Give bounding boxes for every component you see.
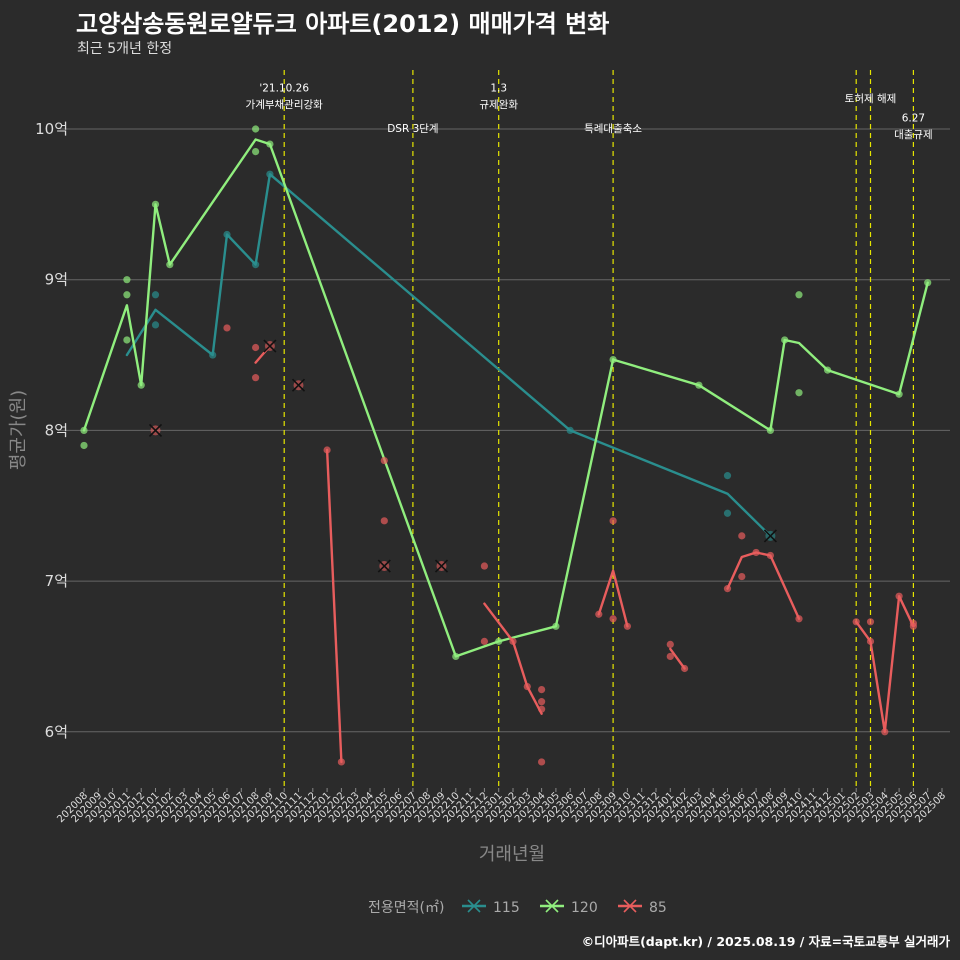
series-85-point xyxy=(252,374,260,382)
event-label: 특례대출축소 xyxy=(584,123,642,135)
series-85-point xyxy=(666,652,674,661)
legend-label: 115 xyxy=(493,900,520,916)
cross-stroke xyxy=(263,339,277,353)
legend-item-120: 120 xyxy=(540,899,598,916)
series-85-line-segment xyxy=(855,595,915,733)
event-label: 가계부채관리강화 xyxy=(246,99,324,111)
y-tick-label: 8억 xyxy=(45,421,68,439)
legend-item-115: 115 xyxy=(462,899,520,916)
series-85-point xyxy=(480,562,488,570)
legend-item-85: 85 xyxy=(618,899,667,916)
series-85-cross-point xyxy=(434,559,449,573)
series-85-point xyxy=(538,758,546,766)
legend-swatch-cross xyxy=(623,899,637,913)
grid-lines xyxy=(60,128,950,733)
x-axis-ticks: 2020082020092020102020112020122021012021… xyxy=(55,788,948,825)
series-115-cross-point xyxy=(763,529,777,543)
y-axis-ticks: 6억 7억 8억 9억 10억 xyxy=(35,120,68,741)
series-85-point xyxy=(666,640,674,648)
y-tick-label: 7억 xyxy=(45,572,68,590)
series-85-point xyxy=(866,618,875,626)
series-120-point xyxy=(123,336,131,344)
policy-event-lines xyxy=(283,70,915,790)
event-label: 규제완화 xyxy=(479,98,518,111)
cross-stroke xyxy=(434,559,449,573)
event-label: 토허제 해제 xyxy=(845,92,897,105)
series-115-point xyxy=(151,321,160,329)
cross-stroke xyxy=(377,559,391,573)
source-caption: ©디아파트(dapt.kr) / 2025.08.19 / 자료=국토교통부 실… xyxy=(581,934,950,949)
series-85-point xyxy=(223,324,231,332)
series-115-line xyxy=(125,172,772,538)
legend-swatch-cross xyxy=(545,899,559,913)
series-120-point xyxy=(795,389,803,397)
series-120-point xyxy=(123,291,131,299)
series-120-point xyxy=(80,441,88,450)
series-85-line-segment xyxy=(325,448,343,764)
series-115-point xyxy=(151,291,160,299)
series-85-point xyxy=(609,517,617,525)
cross-stroke xyxy=(291,378,306,392)
series-85-point xyxy=(738,572,746,581)
series-85-cross-point xyxy=(148,423,163,437)
event-label: '21.10.26 xyxy=(259,82,309,94)
series-85-point xyxy=(538,698,546,706)
series-85-cross-point xyxy=(263,339,277,353)
chart-subtitle: 최근 5개년 한정 xyxy=(77,41,173,57)
legend-swatch-cross xyxy=(467,899,481,913)
legend: 전용면적(㎡) 115 120 85 xyxy=(368,899,667,916)
legend-label: 120 xyxy=(571,900,598,916)
legend-title: 전용면적(㎡) xyxy=(368,900,444,916)
event-label: 6.27 xyxy=(902,112,925,124)
series-85-point xyxy=(738,532,746,540)
series-120-point xyxy=(123,276,131,284)
event-label: 1.3 xyxy=(490,82,507,94)
series-85-line-segment xyxy=(483,602,543,715)
series-85-cross-point xyxy=(291,378,306,392)
series-120-point xyxy=(252,125,260,133)
y-tick-label: 10억 xyxy=(35,120,68,138)
series-85-cross-point xyxy=(377,559,391,573)
series-85-point xyxy=(380,456,388,465)
series-85-line-segment xyxy=(669,647,686,670)
series-85-point xyxy=(538,686,546,694)
chart-title: 고양삼송동원로얄듀크 아파트(2012) 매매가격 변화 xyxy=(76,10,610,38)
series-115-point xyxy=(723,509,732,517)
series-120-point xyxy=(252,148,260,156)
y-tick-label: 9억 xyxy=(45,271,68,289)
series-120-line xyxy=(82,138,929,658)
event-label: 대출규제 xyxy=(894,129,933,141)
legend-label: 85 xyxy=(649,900,667,916)
series-85-line-segment xyxy=(726,551,801,620)
series-85-point xyxy=(380,517,388,525)
x-axis-title: 거래년월 xyxy=(479,844,545,865)
series-85-point xyxy=(480,637,488,645)
data-series xyxy=(80,125,932,766)
series-115-point xyxy=(723,472,732,480)
cross-stroke xyxy=(148,423,163,437)
cross-stroke xyxy=(763,529,777,543)
y-tick-label: 6억 xyxy=(45,723,68,741)
y-axis-title: 평균가(원) xyxy=(8,390,29,470)
series-85-point xyxy=(252,343,260,352)
event-label: DSR 3단계 xyxy=(387,123,438,135)
series-120-point xyxy=(795,291,803,299)
series-85-point xyxy=(609,615,617,623)
series-85-line-segment xyxy=(597,569,629,628)
